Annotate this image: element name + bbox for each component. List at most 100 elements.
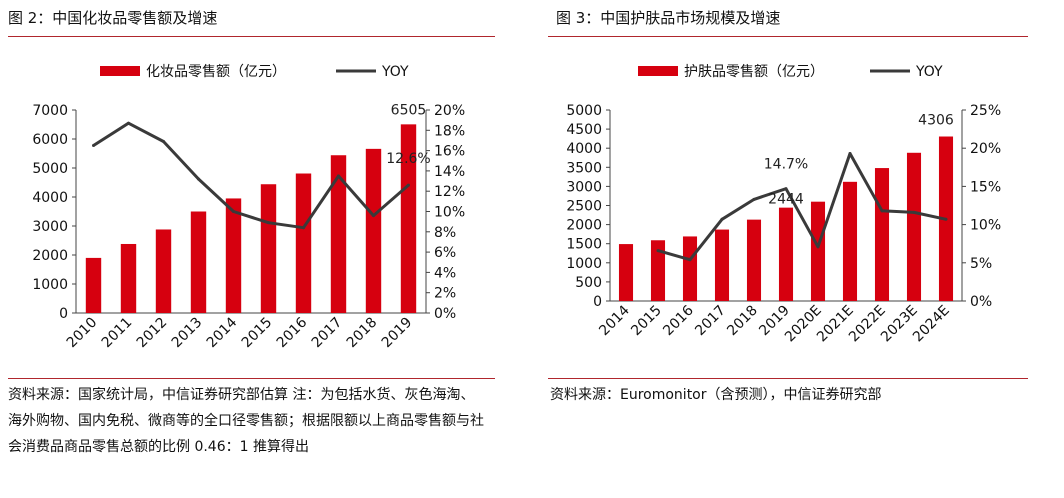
- legend-bar-swatch: [638, 66, 678, 76]
- yoy-point: [127, 121, 130, 125]
- right-tick-label: 15%: [970, 179, 1001, 195]
- bar-value-label: 2444: [768, 192, 804, 208]
- x-tick-label: 2016: [660, 302, 697, 339]
- x-tick-label: 2011: [99, 315, 136, 352]
- bar: [400, 124, 417, 313]
- figure-2-source: 资料来源：国家统计局，中信证券研究部估算 注：为包括水货、灰色海淘、海外购物、国…: [8, 387, 484, 455]
- bar: [650, 240, 666, 301]
- bar-value-label: 4306: [918, 113, 954, 129]
- figure-3-source: 资料来源：Euromonitor（含预测），中信证券研究部: [550, 387, 882, 403]
- legend-bar-label: 护肤品零售额（亿元）: [684, 64, 824, 80]
- left-tick-label: 1000: [32, 277, 68, 293]
- bar: [295, 173, 312, 313]
- yoy-point: [302, 226, 305, 230]
- x-tick-label: 2015: [628, 303, 665, 340]
- x-tick-label: 2017: [309, 315, 346, 352]
- source-rule: [548, 378, 1028, 379]
- right-tick-label: 18%: [434, 123, 465, 139]
- bar: [120, 243, 137, 313]
- legend-line-label: YOY: [915, 64, 943, 80]
- right-tick-label: 8%: [434, 225, 456, 241]
- right-tick-label: 0%: [970, 294, 992, 310]
- right-tick-label: 25%: [970, 103, 1001, 119]
- bar: [225, 198, 242, 313]
- left-tick-label: 5000: [566, 103, 602, 119]
- right-tick-label: 10%: [970, 218, 1001, 234]
- left-tick-label: 0: [59, 306, 68, 322]
- left-tick-label: 500: [575, 275, 602, 291]
- bar: [155, 229, 172, 313]
- left-tick-label: 6000: [32, 132, 68, 148]
- figure-2-title: 图 2：中国化妆品零售额及增速: [8, 9, 218, 27]
- x-tick-label: 2017: [692, 303, 729, 340]
- yoy-point: [880, 209, 884, 213]
- right-tick-label: 14%: [434, 164, 465, 180]
- yoy-line: [657, 152, 947, 262]
- yoy-point: [720, 217, 724, 221]
- yoy-point: [232, 210, 235, 213]
- yoy-point: [752, 197, 756, 201]
- bar: [714, 229, 730, 301]
- left-tick-label: 3000: [566, 179, 602, 195]
- right-tick-label: 6%: [434, 245, 456, 261]
- left-tick-label: 4000: [566, 141, 602, 157]
- yoy-point: [784, 187, 788, 191]
- yoy-point: [848, 152, 852, 156]
- yoy-point: [944, 217, 948, 221]
- left-tick-label: 1500: [566, 237, 602, 253]
- figure-2-panel: 图 2：中国化妆品零售额及增速 化妆品零售额（亿元） YOY 0 1000 2000 30…: [0, 0, 496, 498]
- yoy-value-label: 12.6%: [386, 151, 430, 167]
- x-tick-label: 2024E: [910, 303, 953, 346]
- bar: [190, 211, 207, 313]
- x-tick-label: 2013: [169, 315, 206, 352]
- right-tick-label: 12%: [434, 184, 465, 200]
- left-tick-label: 2500: [566, 199, 602, 215]
- yoy-point: [92, 144, 95, 148]
- right-tick-label: 2%: [434, 286, 456, 302]
- left-tick-label: 1000: [566, 256, 602, 272]
- bar: [778, 207, 794, 301]
- yoy-point: [912, 210, 916, 214]
- yoy-point: [407, 183, 410, 187]
- right-tick-label: 16%: [434, 144, 465, 160]
- x-tick-label: 2014: [204, 314, 241, 351]
- yoy-point: [267, 221, 270, 225]
- left-tick-label: 2000: [566, 218, 602, 234]
- bar: [618, 244, 634, 301]
- source-rule: [8, 378, 495, 379]
- bar: [746, 219, 762, 301]
- yoy-point: [197, 177, 200, 181]
- left-tick-label: 0: [593, 294, 602, 310]
- bar: [842, 181, 858, 301]
- bar: [874, 168, 890, 301]
- right-tick-label: 20%: [970, 141, 1001, 157]
- x-tick-label: 2016: [274, 314, 311, 351]
- x-tick-label: 2012: [134, 315, 171, 352]
- left-tick-label: 7000: [32, 103, 68, 119]
- bar: [330, 155, 347, 313]
- bar: [85, 257, 102, 313]
- right-tick-label: 4%: [434, 265, 456, 281]
- yoy-line: [92, 121, 410, 230]
- left-tick-label: 3500: [566, 160, 602, 176]
- yoy-point: [337, 174, 340, 178]
- bar: [810, 201, 826, 301]
- x-tick-label: 2018: [344, 315, 381, 352]
- left-tick-label: 4000: [32, 190, 68, 206]
- title-rule: [8, 36, 495, 37]
- x-tick-label: 2010: [64, 315, 101, 352]
- left-tick-label: 5000: [32, 161, 68, 177]
- figure-3-panel: 图 3：中国护肤品市场规模及增速 护肤品零售额（亿元） YOY 0 500 1000 15…: [548, 0, 1028, 498]
- cosmetics-retail-chart: 化妆品零售额（亿元） YOY 0 1000 2000 3000 4000 5000 6000 70…: [32, 64, 465, 352]
- legend-bar-label: 化妆品零售额（亿元）: [146, 64, 286, 80]
- bar-value-label: 6505: [391, 102, 427, 118]
- x-tick-label: 2015: [239, 315, 276, 352]
- yoy-point: [162, 139, 165, 143]
- legend-line-label: YOY: [381, 64, 409, 80]
- yoy-point: [656, 249, 660, 253]
- figure-3-title: 图 3：中国护肤品市场规模及增速: [556, 9, 781, 27]
- yoy-point: [688, 258, 692, 262]
- x-tick-label: 2018: [724, 303, 761, 340]
- bar: [260, 184, 277, 313]
- left-tick-label: 2000: [32, 248, 68, 264]
